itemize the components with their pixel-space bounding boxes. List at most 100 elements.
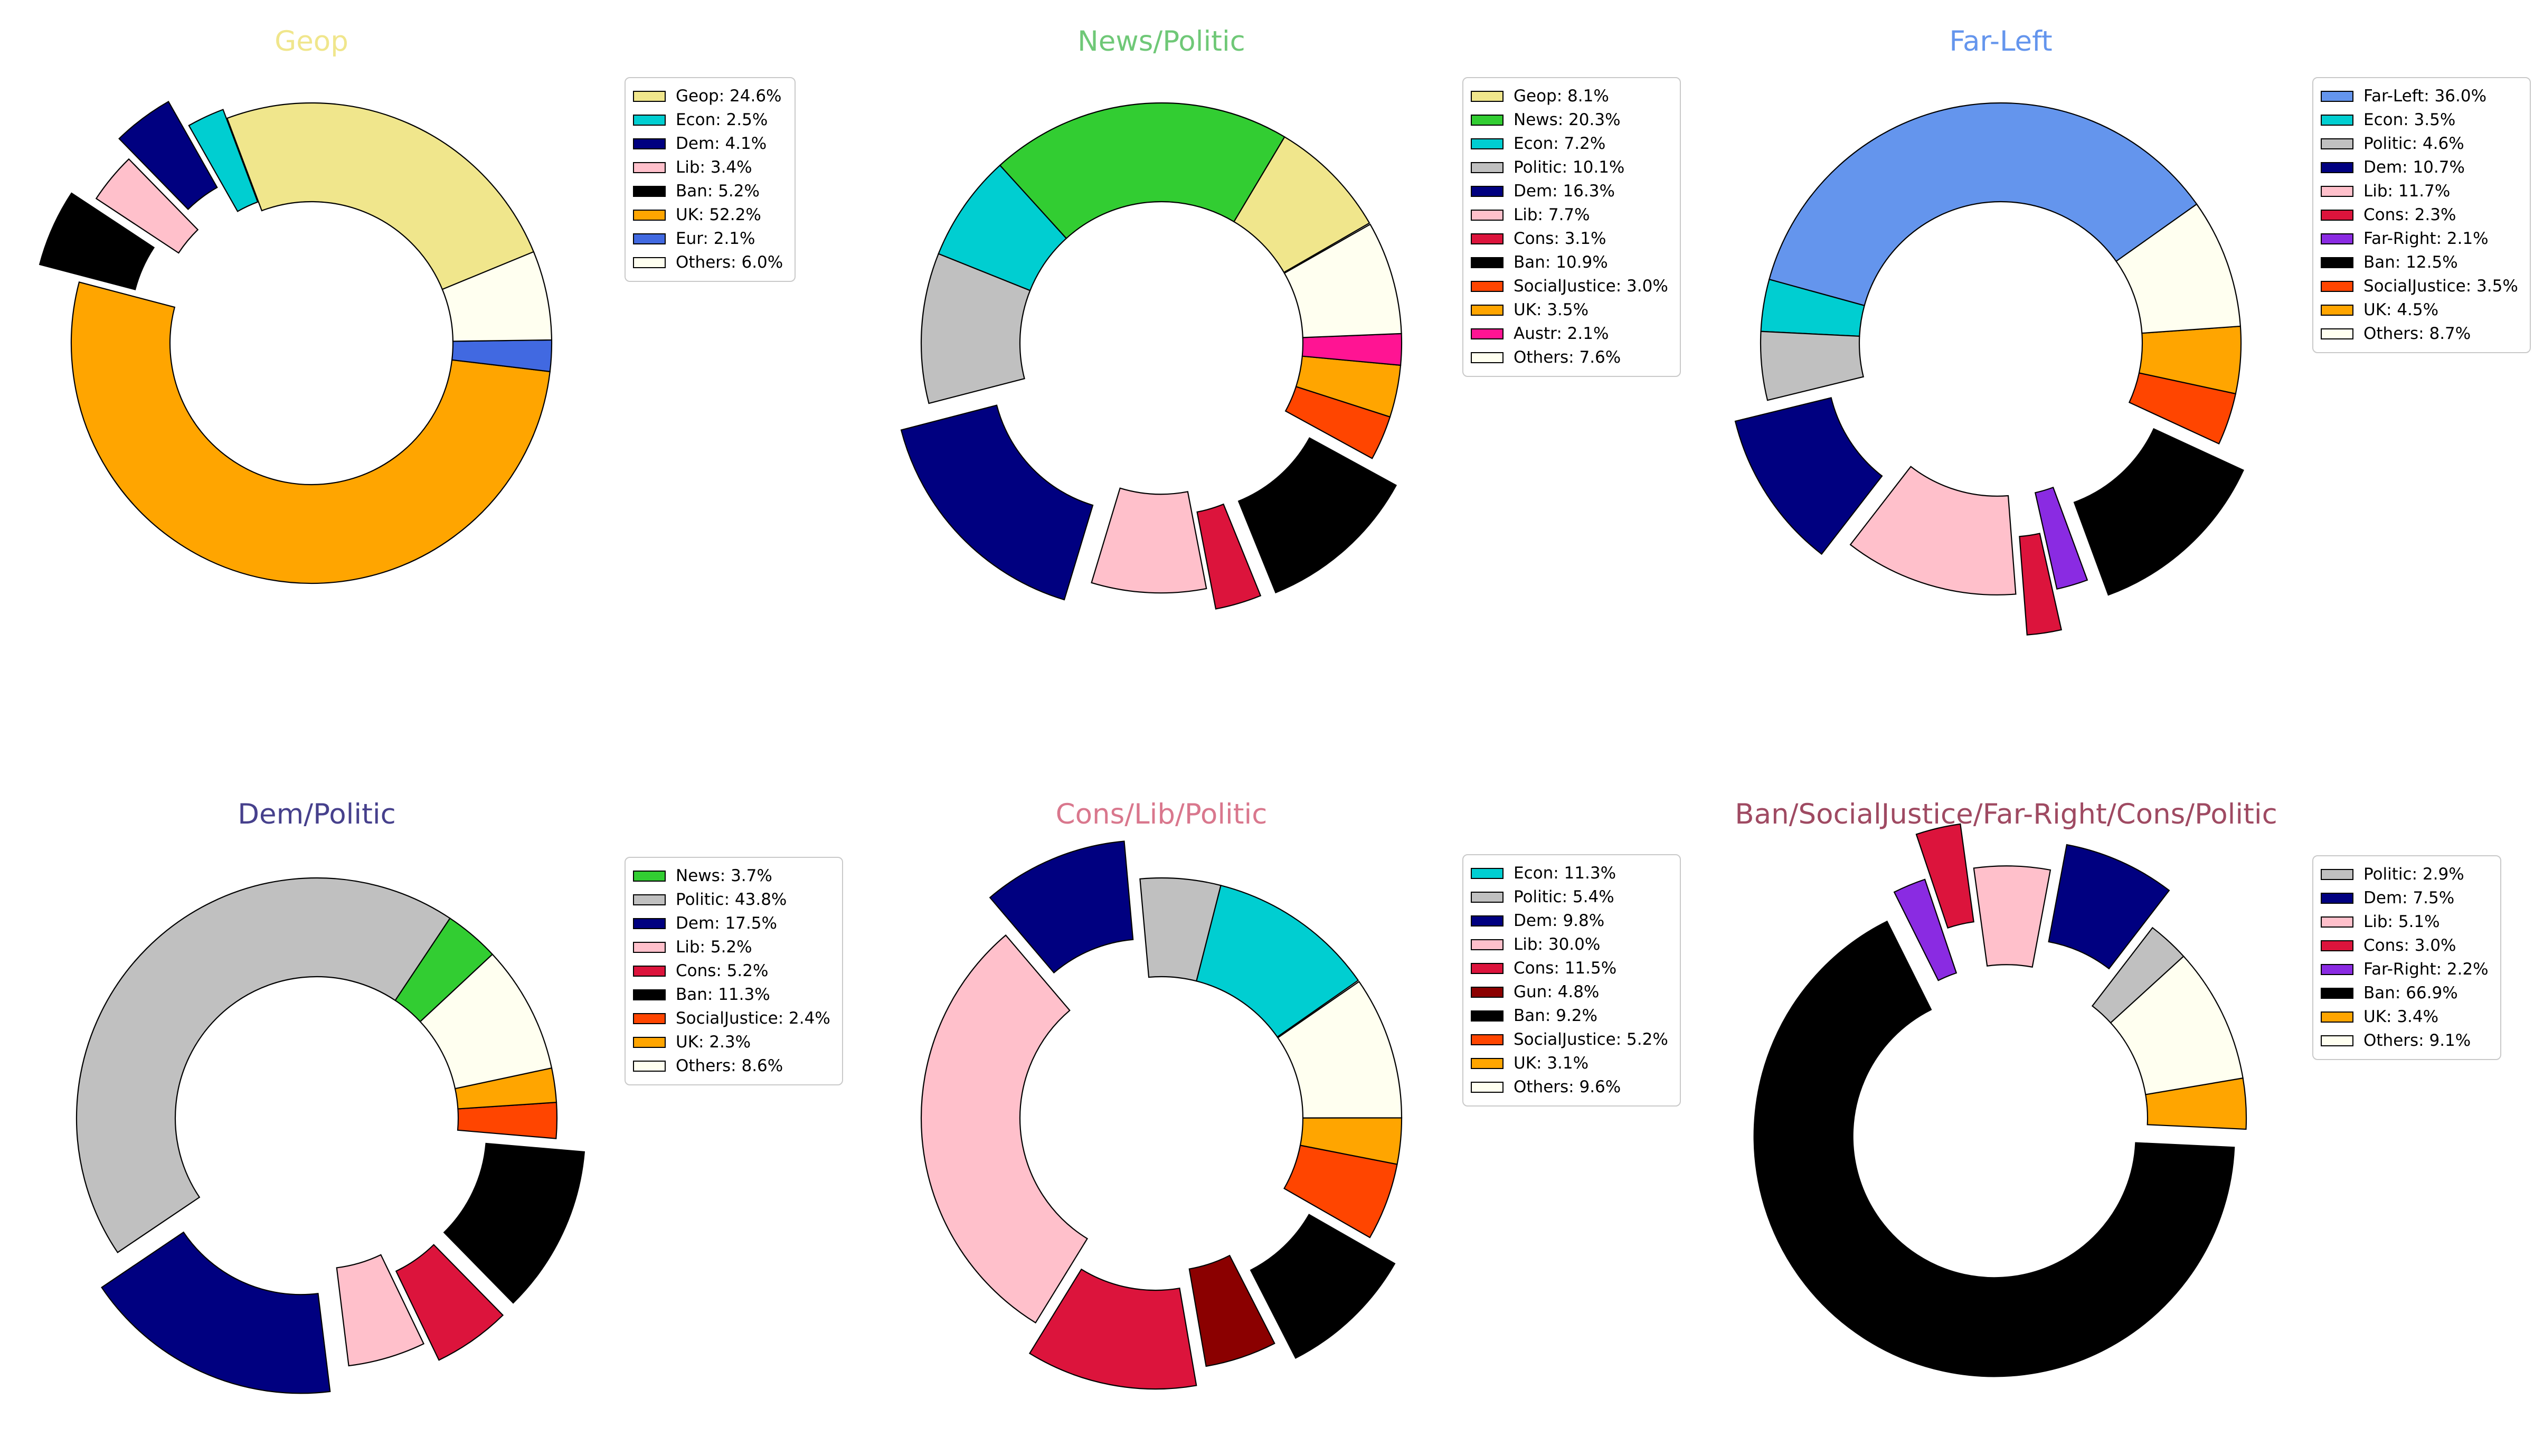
legend-item: Dem: 4.1% [633, 132, 783, 156]
legend-swatch-others [633, 257, 666, 268]
legend-item: Dem: 16.3% [1471, 179, 1668, 203]
legend-swatch-socialjustice [1471, 1034, 1504, 1045]
legend-swatch-ban [2321, 257, 2353, 268]
legend-swatch-econ [1471, 868, 1504, 879]
legend-item: UK: 3.1% [1471, 1052, 1668, 1075]
legend-item: Dem: 7.5% [2321, 886, 2489, 910]
legend-swatch-uk [2321, 1011, 2353, 1023]
legend-item-label: Ban: 11.3% [676, 985, 770, 1004]
legend-swatch-gun [1471, 987, 1504, 998]
legend-swatch-politic [633, 894, 666, 905]
legend-item-label: Cons: 3.0% [2363, 936, 2456, 955]
donut-segment-uk [2138, 325, 2242, 395]
legend-swatch-cons [2321, 210, 2353, 221]
legend-item: Others: 8.7% [2321, 322, 2518, 346]
legend-item: News: 20.3% [1471, 108, 1668, 132]
legend-item: News: 3.7% [633, 864, 830, 888]
donut-segment-cons [395, 1244, 504, 1361]
donut-segment-lib [920, 934, 1089, 1324]
legend-swatch-far-left [2321, 91, 2353, 102]
legend-item-label: Cons: 11.5% [1514, 959, 1617, 978]
legend-swatch-uk [633, 210, 666, 221]
legend-item: SocialJustice: 3.5% [2321, 275, 2518, 298]
legend-swatch-ban [633, 186, 666, 197]
legend-item: UK: 3.4% [2321, 1005, 2489, 1029]
donut-segment-geop [226, 102, 535, 291]
legend-swatch-politic [1471, 162, 1504, 173]
legend-swatch-far-right [2321, 964, 2353, 975]
donut-segment-others [2115, 203, 2242, 334]
legend-item-label: Politic: 10.1% [1514, 158, 1625, 177]
legend-item-label: Far-Right: 2.2% [2363, 960, 2489, 979]
legend-item: Cons: 3.0% [2321, 934, 2489, 958]
legend-item: Cons: 3.1% [1471, 227, 1668, 251]
chart-title-far-left: Far-Left [1949, 25, 2053, 58]
legend-swatch-politic [2321, 138, 2353, 149]
legend-item-label: Politic: 5.4% [1514, 887, 1614, 906]
donut-segment-others [1283, 223, 1402, 338]
donut-segment-dem [101, 1231, 331, 1394]
legend-item-label: Others: 8.6% [676, 1056, 783, 1075]
legend-item-label: Dem: 4.1% [676, 134, 767, 153]
legend-item-label: Others: 7.6% [1514, 348, 1621, 367]
chart-title-dem-politic: Dem/Politic [238, 798, 396, 830]
donut-segment-news [394, 917, 494, 1023]
legend-item: Others: 6.0% [633, 251, 783, 275]
legend-item: Cons: 5.2% [633, 959, 830, 983]
legend-item: Ban: 12.5% [2321, 251, 2518, 275]
chart-title-ban-socialjustice: Ban/SocialJustice/Far-Right/Cons/Politic [1735, 798, 2277, 830]
donut-segment-uk [454, 1067, 557, 1110]
legend-item-label: UK: 3.4% [2363, 1007, 2439, 1026]
legend-item: UK: 3.5% [1471, 298, 1668, 322]
donut-segment-econ [1195, 884, 1359, 1038]
legend-item-label: Econ: 3.5% [2363, 110, 2456, 129]
legend-swatch-dem [2321, 893, 2353, 904]
legend-item-label: News: 20.3% [1514, 110, 1621, 129]
donut-segment-ban [1237, 437, 1397, 594]
donut-segment-politic [1139, 877, 1222, 982]
donut-segment-gun [1188, 1254, 1275, 1367]
legend-swatch-politic [2321, 869, 2353, 880]
legend-swatch-dem [1471, 186, 1504, 197]
legend-item: Politic: 2.9% [2321, 863, 2489, 886]
legend-item-label: Dem: 7.5% [2363, 888, 2455, 907]
legend-item: UK: 4.5% [2321, 298, 2518, 322]
legend-item-label: Dem: 17.5% [676, 914, 777, 933]
donut-segment-socialjustice [1284, 385, 1391, 459]
chart-title-cons-lib-politic: Cons/Lib/Politic [1055, 798, 1268, 830]
legend-item-label: Lib: 3.4% [676, 158, 752, 177]
donut-segment-ban [2073, 428, 2244, 596]
legend-item-label: UK: 3.1% [1514, 1054, 1589, 1073]
legend-item-label: Cons: 3.1% [1514, 229, 1606, 248]
donut-segment-far-left [1768, 102, 2199, 307]
legend-item-label: Ban: 5.2% [676, 182, 760, 201]
legend-item: Eur: 2.1% [633, 227, 783, 251]
legend-item-label: Dem: 16.3% [1514, 182, 1615, 201]
legend-item: Ban: 66.9% [2321, 981, 2489, 1005]
donut-segment-others [441, 251, 553, 342]
legend-cons-lib-politic: Econ: 11.3% Politic: 5.4% Dem: 9.8% Lib: 30… [1462, 854, 1681, 1107]
legend-swatch-ban [1471, 1010, 1504, 1022]
legend-swatch-lib [2321, 916, 2353, 928]
legend-swatch-lib [1471, 210, 1504, 221]
donut-segment-econ [188, 109, 259, 212]
legend-item-label: Ban: 10.9% [1514, 253, 1608, 272]
donut-svg [75, 877, 585, 1394]
legend-item-label: Ban: 66.9% [2363, 984, 2458, 1003]
legend-swatch-far-right [2321, 233, 2353, 244]
donut-segment-ban [443, 1142, 585, 1304]
legend-item: Far-Right: 2.2% [2321, 958, 2489, 981]
legend-swatch-ban [1471, 257, 1504, 268]
donut-segment-far-right [2034, 486, 2088, 590]
legend-item-label: SocialJustice: 5.2% [1514, 1030, 1668, 1049]
donut-segment-politic [1760, 330, 1865, 401]
legend-item: Dem: 10.7% [2321, 156, 2518, 179]
donut-segment-econ [1760, 278, 1865, 337]
legend-swatch-socialjustice [1471, 281, 1504, 292]
legend-item-label: Far-Left: 36.0% [2363, 87, 2487, 106]
donut-segment-eur [451, 339, 553, 373]
legend-item-label: Eur: 2.1% [676, 229, 755, 248]
donut-segment-dem [1734, 397, 1883, 555]
donut-segment-geop [1233, 136, 1370, 273]
legend-item-label: Others: 6.0% [676, 253, 783, 272]
